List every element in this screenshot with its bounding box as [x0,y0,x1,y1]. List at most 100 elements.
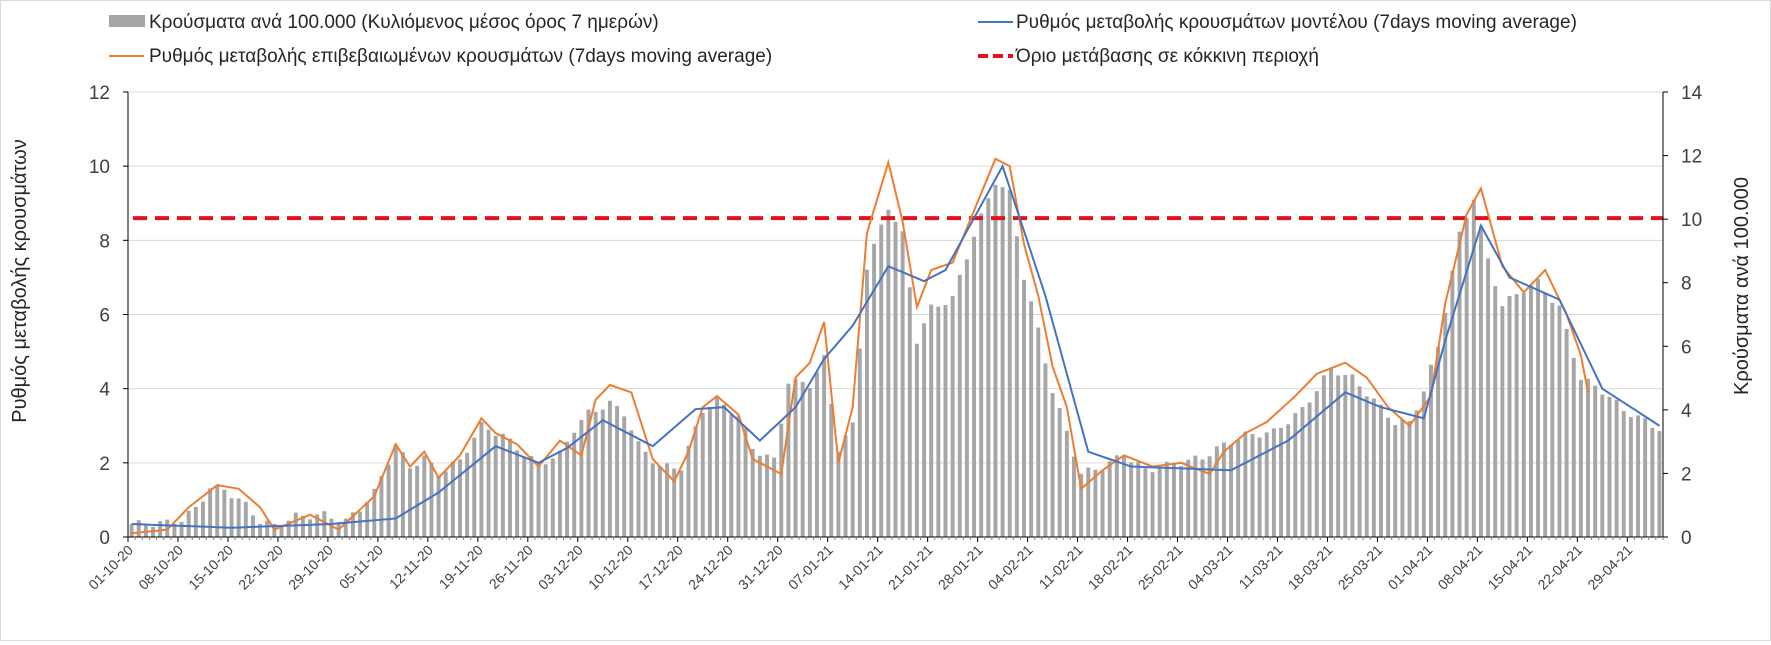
bar [400,452,405,537]
legend-bar-swatch [109,15,145,27]
bar [158,521,163,537]
bar [593,411,598,537]
bar [479,421,484,537]
left-axis-label: Ρυθμός μεταβολής κρουσμάτων [9,139,31,423]
bar [914,343,919,537]
bar [922,323,927,537]
bar [1236,439,1241,537]
bar [1000,187,1005,537]
bar [136,520,141,537]
bar [957,274,962,537]
bar [1057,408,1062,537]
bar [1171,463,1176,537]
bar [1129,462,1134,537]
bar [1614,399,1619,537]
bar [1300,407,1305,537]
bar [1114,455,1119,537]
bar [1136,461,1141,537]
bar [1507,295,1512,537]
x-tick-label: 29-04-21 [1584,542,1635,593]
right-tick-label: 8 [1681,274,1692,295]
bar [972,236,976,538]
bar [1550,302,1555,537]
bar [1314,391,1319,537]
bar [586,409,591,537]
bar [465,452,470,537]
bar [429,462,434,537]
bar [208,488,213,537]
x-tick-label: 24-12-20 [685,542,736,593]
right-tick-label: 2 [1681,464,1692,485]
bar [779,423,784,537]
bar [1229,444,1234,537]
bar [1543,292,1548,537]
x-tick-label: 11-02-21 [1036,542,1086,592]
bar [1264,432,1269,537]
bar [693,426,698,537]
x-tick-label: 01-10-20 [85,542,136,593]
bar [1393,425,1398,537]
bar [500,433,505,537]
bar [172,523,177,537]
bar [829,403,834,537]
bar [893,221,898,537]
bar [1557,305,1562,537]
bar [1400,419,1405,537]
bar [1528,285,1533,537]
right-tick-label: 6 [1681,337,1692,358]
bar [1521,292,1526,537]
x-tick-label: 12-11-20 [386,542,436,592]
bar [793,379,798,537]
bar [615,405,620,537]
bar [736,416,741,537]
bar [800,381,805,537]
right-tick-label: 0 [1681,528,1692,549]
left-tick-label: 6 [99,306,110,327]
bar [1243,431,1248,537]
bar [408,468,412,537]
bar [1364,396,1369,537]
bar [1007,189,1012,537]
bar [715,396,719,537]
bar [379,475,384,537]
bar [1321,375,1326,537]
bar [1379,404,1383,537]
bar [393,444,398,537]
bar [522,456,527,537]
bar [201,501,205,537]
bar [979,213,984,538]
bar [1271,428,1276,537]
bar [1578,379,1583,537]
bar [993,184,998,538]
bar [550,458,555,537]
bar [700,412,705,537]
bar [757,455,762,537]
bar [350,512,355,537]
bar [493,435,498,537]
left-tick-label: 10 [89,157,110,178]
bar [1043,363,1048,537]
left-tick-label: 4 [99,380,110,401]
x-tick-label: 03-12-20 [535,542,586,593]
bar [1536,279,1541,537]
bar [1407,420,1412,537]
bar [643,451,648,537]
bar [308,519,313,537]
bar [815,372,819,537]
bar [215,484,220,537]
bar [1471,199,1476,538]
bar [1107,461,1112,537]
x-tick-label: 29-10-20 [285,542,336,593]
bar [1072,456,1076,537]
bar [186,510,191,537]
x-tick-label: 17-12-20 [635,542,686,593]
bar [1093,469,1098,537]
bar [1064,430,1069,537]
bar [686,445,691,537]
legend-bar-label: Κρούσματα ανά 100.000 (Κυλιόμενος μέσος … [149,12,659,33]
bar [515,450,520,537]
bar [807,388,812,537]
bar [343,518,348,537]
bar [1600,394,1605,537]
